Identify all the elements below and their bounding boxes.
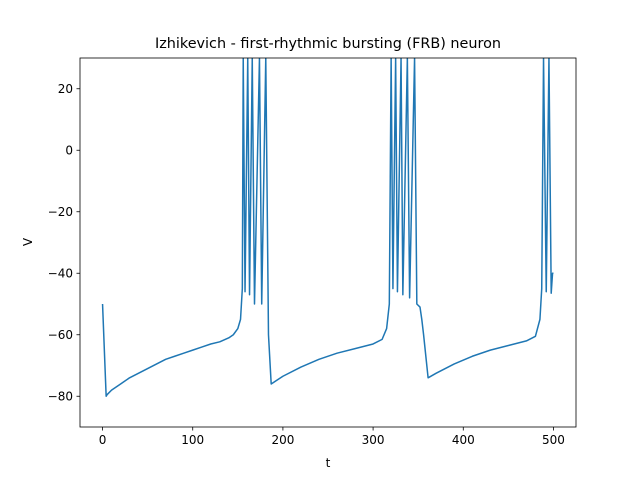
chart-title: Izhikevich - first-rhythmic bursting (FR… — [155, 36, 501, 52]
x-tick-label: 100 — [181, 433, 204, 447]
y-tick-label: −60 — [48, 328, 73, 342]
x-tick-label: 0 — [99, 433, 107, 447]
x-tick-label: 300 — [362, 433, 385, 447]
y-tick-label: 20 — [58, 82, 73, 96]
data-line — [101, 58, 554, 397]
y-axis-label: V — [21, 237, 35, 246]
y-tick-label: −20 — [48, 205, 73, 219]
x-tick-label: 400 — [452, 433, 475, 447]
x-tick-label: 200 — [271, 433, 294, 447]
y-tick-label: −80 — [48, 389, 73, 403]
x-axis-label: t — [326, 456, 331, 470]
y-tick-label: 0 — [65, 143, 73, 157]
y-tick-label: −40 — [48, 266, 73, 280]
x-tick-label: 500 — [542, 433, 565, 447]
plot-frame — [79, 57, 577, 428]
